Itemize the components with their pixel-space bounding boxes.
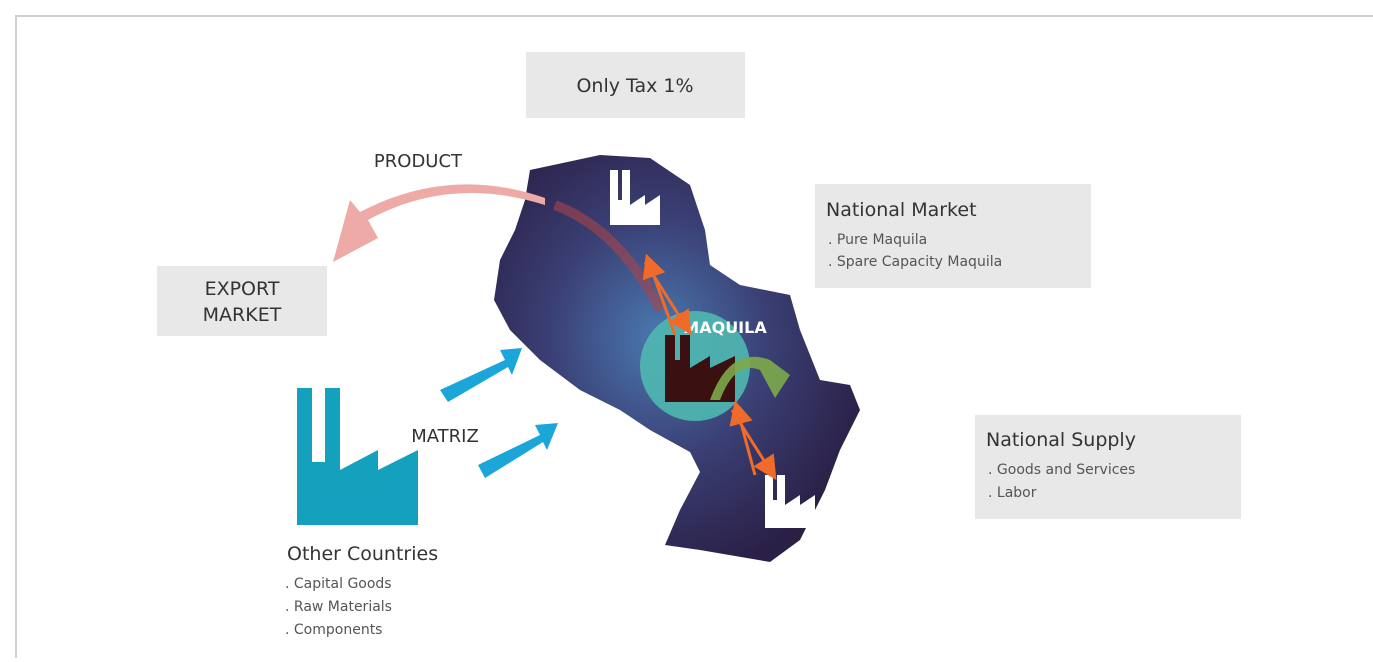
flow [553,200,665,313]
tax-box [526,52,745,118]
national-market-item: . Spare Capacity Maquila [828,254,1002,270]
matriz-label: MATRIZ [411,426,479,447]
national-market-box [815,184,1091,288]
national-supply-title: National Supply [986,429,1136,451]
tax-label: Only Tax 1% [576,75,693,97]
export-label: MARKET [203,304,282,326]
other-countries-title: Other Countries [287,543,438,565]
orange-arrows [642,253,777,481]
export-label: EXPORT [205,278,280,300]
national-market-title: National Market [826,199,977,221]
other-countries-item: . Capital Goods [285,576,392,592]
national-supply-item: . Goods and Services [988,462,1135,478]
factory-icon [610,170,815,528]
export-box [157,266,327,336]
product-arrow [333,184,545,262]
product-label: PRODUCT [374,151,463,172]
national-supply-item: . Labor [988,485,1037,501]
national-supply-box [975,415,1241,519]
green-arrow [710,356,790,400]
national-market-item: . Pure Maquila [828,232,927,248]
maquila-label: MAQUILA [683,318,767,337]
matriz-factory [297,388,418,525]
blue-arrows [440,348,558,478]
other-countries-item: . Raw Materials [285,599,392,615]
other-countries-item: . Components [285,622,382,638]
